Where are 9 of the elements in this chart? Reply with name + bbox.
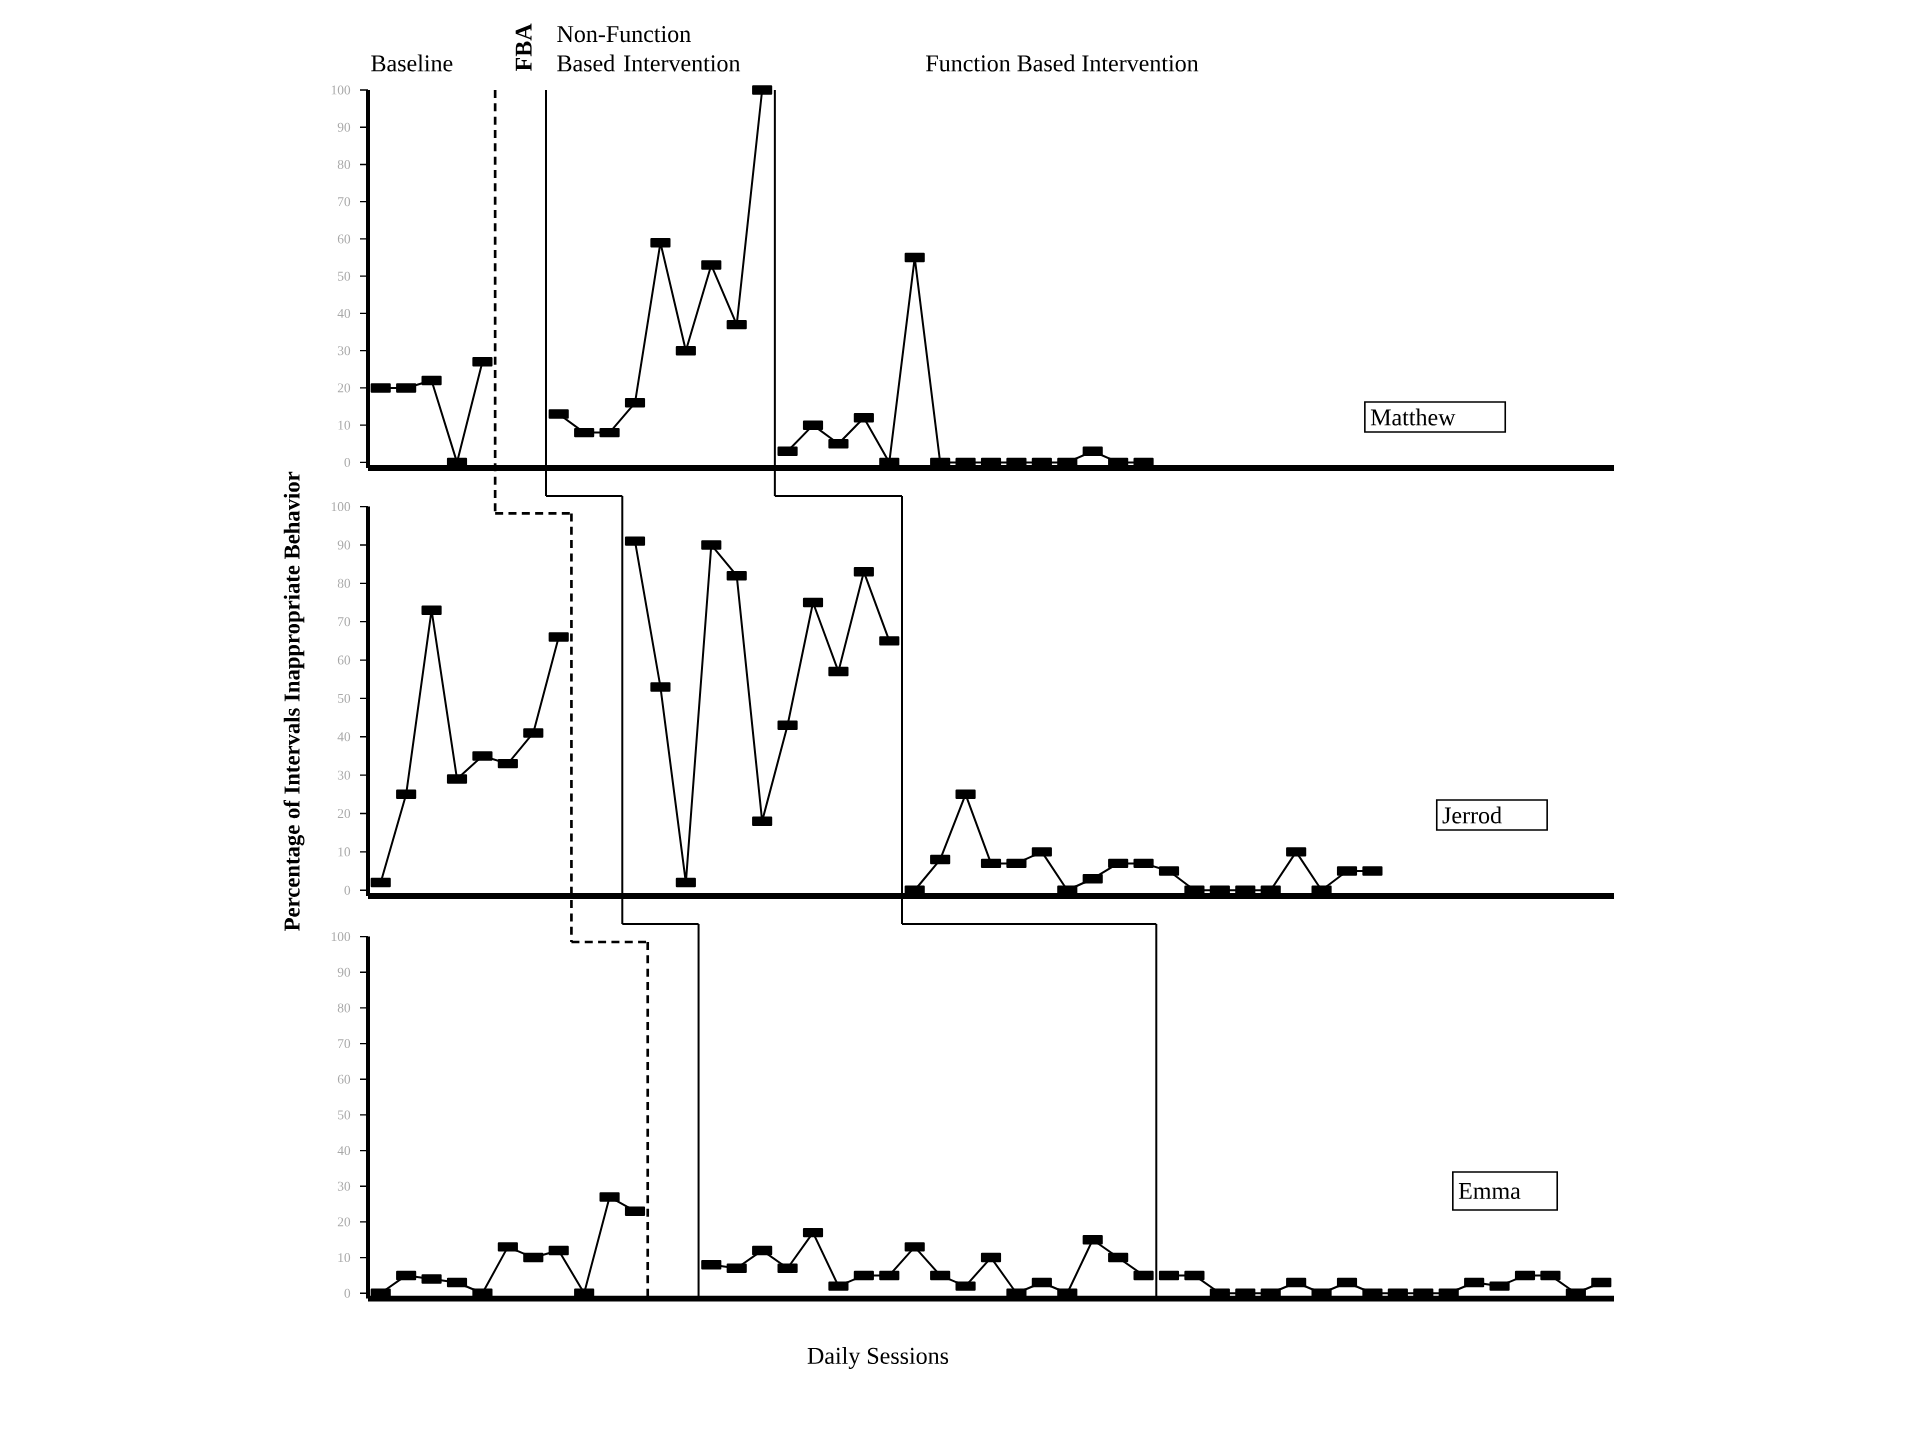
text: Jerrod xyxy=(1442,806,1502,824)
text: Non-Function Based Intervention xyxy=(557,26,741,72)
x-axis-title: Daily Sessions xyxy=(807,1347,949,1369)
text: Emma xyxy=(1458,1183,1521,1200)
text: Function Based Intervention xyxy=(926,54,1199,72)
text: Matthew xyxy=(1370,408,1456,426)
text: FBA xyxy=(515,23,532,72)
y-axis-title: Percentage of Intervals Inappropriate Behavior xyxy=(283,471,305,931)
text: Baseline xyxy=(371,54,453,72)
